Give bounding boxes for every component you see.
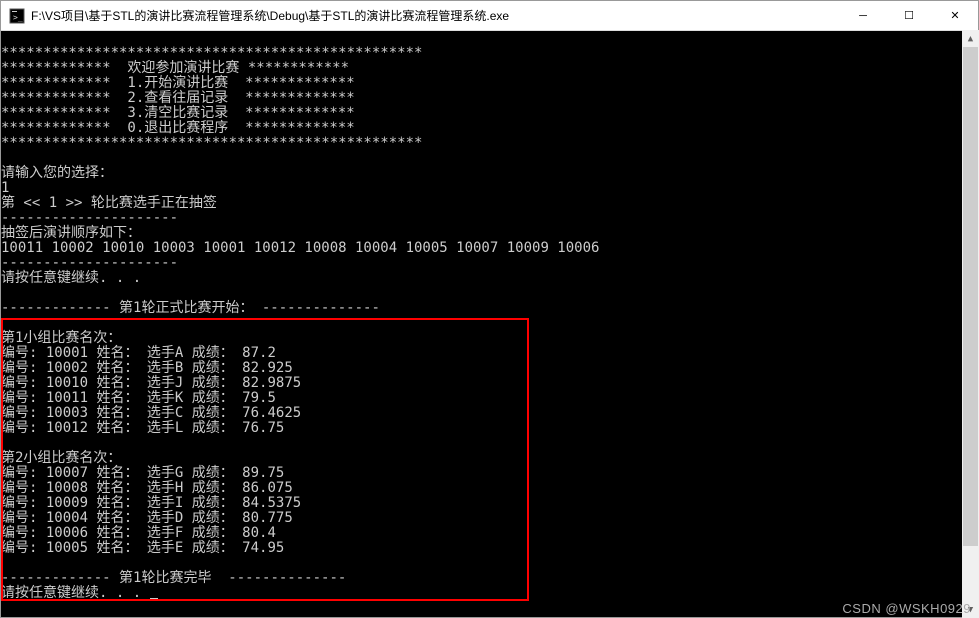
result-row: 编号: 10003 姓名： 选手C 成绩： 76.4625 bbox=[1, 405, 301, 421]
menu-welcome: ************* 欢迎参加演讲比赛 ************ bbox=[1, 60, 349, 76]
group2-header: 第2小组比赛名次： bbox=[1, 450, 121, 466]
result-row: 编号: 10001 姓名： 选手A 成绩： 87.2 bbox=[1, 345, 276, 361]
press-any: 请按任意键继续. . . bbox=[1, 585, 158, 601]
console-output[interactable]: ****************************************… bbox=[1, 31, 978, 617]
order-values: 10011 10002 10010 10003 10001 10012 1000… bbox=[1, 240, 599, 256]
result-row: 编号: 10012 姓名： 选手L 成绩： 76.75 bbox=[1, 420, 284, 436]
menu-opt0: ************* 0.退出比赛程序 ************* bbox=[1, 120, 355, 136]
svg-text:>_: >_ bbox=[13, 13, 23, 22]
press-any: 请按任意键继续. . . bbox=[1, 270, 141, 286]
input-value: 1 bbox=[1, 180, 9, 196]
result-row: 编号: 10010 姓名： 选手J 成绩： 82.9875 bbox=[1, 375, 301, 391]
scroll-track[interactable] bbox=[962, 47, 979, 601]
round-start: ------------- 第1轮正式比赛开始： -------------- bbox=[1, 300, 380, 316]
dash: --------------------- bbox=[1, 255, 178, 271]
close-button[interactable]: ✕ bbox=[932, 1, 978, 31]
group1-header: 第1小组比赛名次： bbox=[1, 330, 121, 346]
result-row: 编号: 10009 姓名： 选手I 成绩： 84.5375 bbox=[1, 495, 301, 511]
result-row: 编号: 10007 姓名： 选手G 成绩： 89.75 bbox=[1, 465, 284, 481]
result-row: 编号: 10006 姓名： 选手F 成绩： 80.4 bbox=[1, 525, 276, 541]
menu-border: ****************************************… bbox=[1, 135, 422, 151]
window-title: F:\VS项目\基于STL的演讲比赛流程管理系统\Debug\基于STL的演讲比… bbox=[31, 7, 840, 24]
window-controls: ─ ☐ ✕ bbox=[840, 1, 978, 31]
round-end: ------------- 第1轮比赛完毕 -------------- bbox=[1, 570, 346, 586]
menu-border: ****************************************… bbox=[1, 45, 422, 61]
cursor-icon bbox=[150, 598, 158, 601]
maximize-button[interactable]: ☐ bbox=[886, 1, 932, 31]
titlebar[interactable]: >_ F:\VS项目\基于STL的演讲比赛流程管理系统\Debug\基于STL的… bbox=[1, 1, 978, 31]
dash: --------------------- bbox=[1, 210, 178, 226]
app-icon: >_ bbox=[9, 8, 25, 24]
result-row: 编号: 10004 姓名： 选手D 成绩： 80.775 bbox=[1, 510, 293, 526]
result-row: 编号: 10011 姓名： 选手K 成绩： 79.5 bbox=[1, 390, 276, 406]
round-info: 第 << 1 >> 轮比赛选手正在抽签 bbox=[1, 195, 217, 211]
scroll-up-icon[interactable]: ▲ bbox=[962, 30, 979, 47]
result-row: 编号: 10005 姓名： 选手E 成绩： 74.95 bbox=[1, 540, 284, 556]
vertical-scrollbar[interactable]: ▲ ▼ bbox=[962, 30, 979, 618]
menu-opt3: ************* 3.清空比赛记录 ************* bbox=[1, 105, 355, 121]
result-row: 编号: 10002 姓名： 选手B 成绩： 82.925 bbox=[1, 360, 293, 376]
menu-opt1: ************* 1.开始演讲比赛 ************* bbox=[1, 75, 355, 91]
input-prompt: 请输入您的选择： bbox=[1, 165, 113, 181]
menu-opt2: ************* 2.查看往届记录 ************* bbox=[1, 90, 355, 106]
scroll-thumb[interactable] bbox=[963, 47, 978, 546]
watermark: CSDN @WSKH0929 bbox=[842, 601, 971, 616]
result-row: 编号: 10008 姓名： 选手H 成绩： 86.075 bbox=[1, 480, 293, 496]
order-label: 抽签后演讲顺序如下： bbox=[1, 225, 141, 241]
minimize-button[interactable]: ─ bbox=[840, 1, 886, 31]
console-window: >_ F:\VS项目\基于STL的演讲比赛流程管理系统\Debug\基于STL的… bbox=[0, 0, 979, 618]
